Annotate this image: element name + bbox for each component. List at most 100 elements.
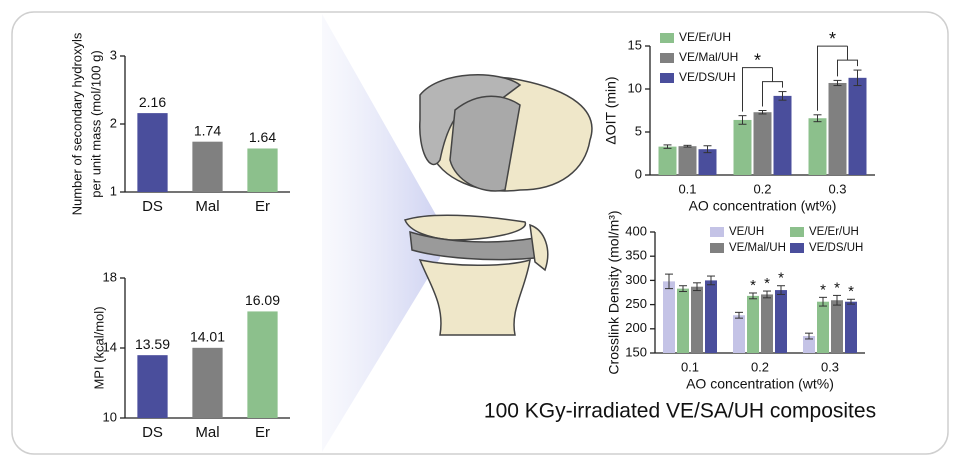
error-bar xyxy=(763,290,771,299)
value-label: 2.16 xyxy=(139,94,166,110)
error-bar xyxy=(833,79,842,87)
legend-swatch xyxy=(710,227,724,237)
bar xyxy=(831,300,843,353)
bar xyxy=(848,77,867,175)
y-axis-label: per unit mass (mol/100 g) xyxy=(88,50,103,197)
y-tick-label: 0 xyxy=(635,166,642,181)
error-bar xyxy=(749,292,757,300)
y-tick-label: 5 xyxy=(635,123,642,138)
legend-swatch xyxy=(790,227,804,237)
error-bar xyxy=(738,115,747,125)
bar xyxy=(828,82,847,175)
error-bar xyxy=(777,285,785,295)
knee-illustration xyxy=(403,74,593,336)
x-tick-label: DS xyxy=(142,198,163,215)
value-label: 1.74 xyxy=(194,122,221,138)
y-tick-label: 350 xyxy=(625,248,647,263)
bar xyxy=(678,146,697,175)
error-bar xyxy=(805,332,813,340)
bar xyxy=(773,95,792,175)
bar xyxy=(658,146,677,175)
x-tick-label: 0.3 xyxy=(828,181,846,196)
y-tick-label: 200 xyxy=(625,320,647,335)
legend-label: VE/Er/UH xyxy=(809,226,859,238)
legend-swatch xyxy=(790,243,804,253)
bar xyxy=(192,347,223,418)
error-bar xyxy=(735,311,743,319)
bar xyxy=(663,281,675,353)
bar xyxy=(705,280,717,353)
bar xyxy=(808,118,827,175)
bar xyxy=(247,311,278,418)
error-bar xyxy=(813,114,822,123)
x-tick-label: Er xyxy=(255,424,270,441)
bar xyxy=(753,112,772,175)
bar xyxy=(733,119,752,175)
legend-label: VE/DS/UH xyxy=(809,242,863,254)
error-bar xyxy=(833,294,841,306)
annotation: * xyxy=(829,29,836,49)
bar xyxy=(733,315,745,353)
y-tick-label: 300 xyxy=(625,272,647,287)
y-tick-label: 15 xyxy=(628,37,642,52)
error-bar xyxy=(679,285,687,293)
bar xyxy=(803,336,815,353)
y-axis-label: Crosslink Density (mol/m³) xyxy=(606,210,622,374)
x-tick-label: Mal xyxy=(195,198,219,215)
bar xyxy=(698,149,717,175)
bar xyxy=(192,141,223,192)
bar xyxy=(247,148,278,192)
error-bar xyxy=(683,144,692,148)
y-tick-label: 10 xyxy=(628,80,642,95)
significance-bracket xyxy=(817,45,858,111)
x-axis-label: AO concentration (wt%) xyxy=(689,198,837,214)
annotation: * xyxy=(834,279,840,296)
x-tick-label: 0.3 xyxy=(821,359,839,374)
x-tick-label: DS xyxy=(142,424,163,441)
annotation: * xyxy=(848,283,854,300)
annotation: * xyxy=(778,270,784,287)
x-tick-label: 0.2 xyxy=(753,181,771,196)
caption: 100 KGy-irradiated VE/SA/UH composites xyxy=(484,400,876,423)
annotation: * xyxy=(754,50,761,70)
error-bar xyxy=(703,145,712,154)
annotation: * xyxy=(764,275,770,292)
error-bar xyxy=(758,110,767,115)
legend-label: VE/Mal/UH xyxy=(679,50,738,64)
legend-swatch xyxy=(660,53,674,63)
y-axis-label: Number of secondary hydroxyls xyxy=(69,32,84,215)
y-tick-label: 2 xyxy=(110,115,117,130)
error-bar xyxy=(853,69,862,87)
value-label: 16.09 xyxy=(245,292,280,308)
bar xyxy=(761,294,773,353)
y-tick-label: 18 xyxy=(103,269,117,284)
legend-label: VE/DS/UH xyxy=(679,70,736,84)
y-axis-label: MPI (kcal/mol) xyxy=(91,306,106,389)
bar xyxy=(845,301,857,353)
y-tick-label: 150 xyxy=(625,344,647,359)
bar xyxy=(137,355,168,418)
error-bar xyxy=(847,298,855,305)
x-axis-label: AO concentration (wt%) xyxy=(686,376,834,392)
error-bar xyxy=(693,282,701,292)
legend-swatch xyxy=(660,33,674,43)
legend-label: VE/UH xyxy=(729,226,764,238)
beam xyxy=(322,14,440,452)
error-bar xyxy=(665,273,673,290)
error-bar xyxy=(819,296,827,307)
x-tick-label: 0.1 xyxy=(681,359,699,374)
y-tick-label: 10 xyxy=(103,409,117,424)
bar xyxy=(775,290,787,353)
significance-bracket xyxy=(742,67,783,112)
value-label: 13.59 xyxy=(135,336,170,352)
error-bar xyxy=(663,144,672,149)
annotation: * xyxy=(820,281,826,298)
x-tick-label: Er xyxy=(255,198,270,215)
y-axis-label: ΔOIT (min) xyxy=(603,76,619,144)
legend-swatch xyxy=(660,73,674,83)
x-tick-label: Mal xyxy=(195,424,219,441)
value-label: 1.64 xyxy=(249,129,276,145)
legend-label: VE/Er/UH xyxy=(679,30,731,44)
y-tick-label: 250 xyxy=(625,296,647,311)
